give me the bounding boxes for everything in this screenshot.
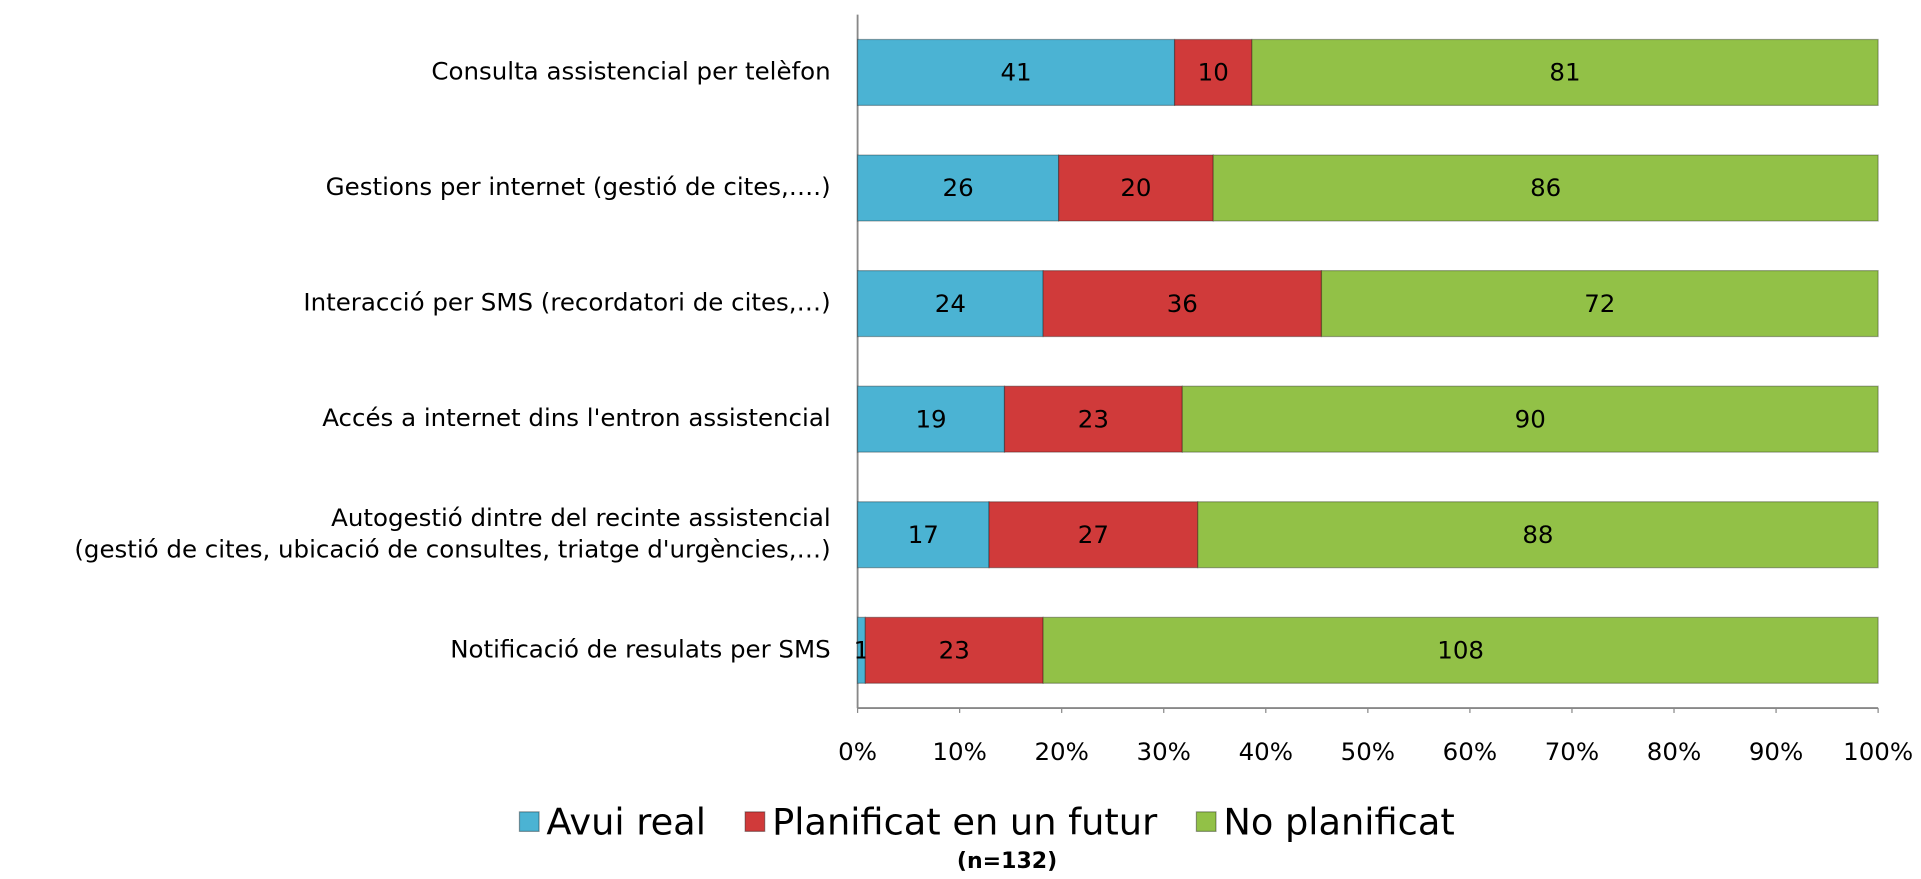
category-label: Notificació de resulats per SMS — [450, 634, 830, 663]
data-label: 24 — [935, 289, 966, 318]
data-label: 19 — [915, 404, 946, 433]
data-label: 23 — [939, 636, 970, 665]
x-tick-label: 70% — [1545, 737, 1599, 766]
bar-segment — [1042, 616, 1879, 684]
bar-segment — [864, 616, 1044, 684]
data-label: 36 — [1167, 289, 1198, 318]
bar-segment — [1320, 270, 1879, 338]
data-label: 41 — [1000, 58, 1031, 87]
data-label: 108 — [1437, 636, 1484, 665]
category-label: Autogestió dintre del recinte assistenci… — [74, 503, 830, 564]
legend-label: Avui real — [546, 801, 706, 844]
data-label: 27 — [1078, 520, 1109, 549]
data-label: 72 — [1584, 289, 1615, 318]
category-label: Accés a internet dins l'entron assistenc… — [322, 403, 830, 432]
category-label: Consulta assistencial per telèfon — [431, 56, 830, 85]
bar-segment — [856, 501, 990, 569]
data-label: 17 — [908, 520, 939, 549]
legend-label: No planificat — [1223, 801, 1454, 844]
data-label: 88 — [1522, 520, 1553, 549]
data-label: 90 — [1515, 404, 1546, 433]
bar-segment — [856, 154, 1060, 222]
bar-segment — [1197, 501, 1879, 569]
category-label: Interacció per SMS (recordatori de cites… — [303, 288, 830, 317]
sample-note: (n=132) — [957, 849, 1057, 874]
bar-segment — [856, 385, 1006, 453]
legend-label: Planificat en un futur — [772, 801, 1158, 844]
x-tick-label: 30% — [1137, 737, 1191, 766]
bar-segment — [856, 270, 1044, 338]
x-tick-label: 50% — [1341, 737, 1395, 766]
category-label: Gestions per internet (gestió de cites,…… — [326, 172, 831, 201]
bar-segment — [1212, 154, 1879, 222]
legend-swatch — [1195, 811, 1217, 832]
x-tick-label: 20% — [1034, 737, 1088, 766]
bar-segment — [856, 38, 1176, 107]
x-tick-label: 60% — [1443, 737, 1497, 766]
x-tick-label: 40% — [1239, 737, 1293, 766]
data-label: 10 — [1198, 58, 1229, 87]
bar-segment — [1173, 38, 1253, 107]
legend-swatch — [744, 811, 766, 832]
bar-segment — [1003, 385, 1183, 453]
x-tick-label: 90% — [1749, 737, 1803, 766]
x-tick-label: 10% — [932, 737, 986, 766]
x-tick-label: 0% — [838, 737, 877, 766]
x-tick-label: 80% — [1647, 737, 1701, 766]
bar-segment — [1057, 154, 1214, 222]
data-label: 20 — [1120, 173, 1151, 202]
data-label: 23 — [1078, 404, 1109, 433]
x-tick-label: 100% — [1843, 737, 1913, 766]
bar-segment — [1251, 38, 1879, 107]
data-label: 81 — [1549, 58, 1580, 87]
data-label: 26 — [943, 173, 974, 202]
data-label: 86 — [1530, 173, 1561, 202]
bar-segment — [988, 501, 1199, 569]
legend-swatch — [518, 811, 540, 832]
bar-segment — [1181, 385, 1879, 453]
